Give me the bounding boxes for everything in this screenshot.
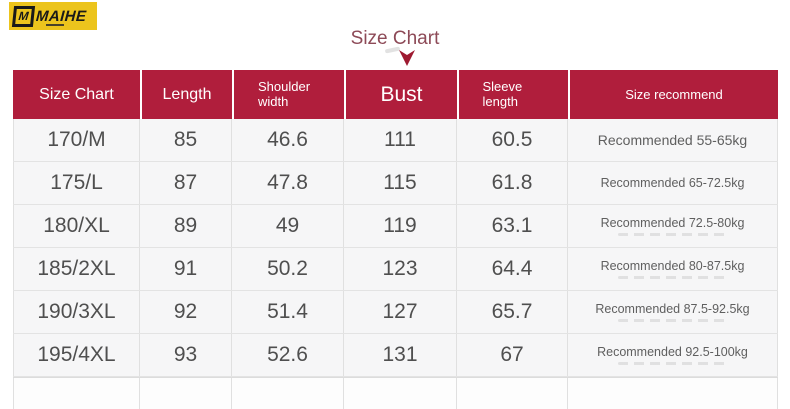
value-cell: 115: [344, 162, 457, 204]
value-cell: 52.6: [232, 334, 344, 376]
value-cell: 111: [344, 119, 457, 161]
header-length: Length: [140, 70, 232, 119]
value-cell: 92: [140, 291, 232, 333]
brand-logo: M MAIHE: [9, 2, 97, 30]
empty-cell: [140, 378, 232, 409]
value-cell: 91: [140, 248, 232, 290]
value-cell: 46.6: [232, 119, 344, 161]
value-cell: 123: [344, 248, 457, 290]
brand-name: MAIHE: [35, 7, 87, 25]
value-cell: 64.4: [457, 248, 568, 290]
table-row: 175/L 87 47.8 115 61.8 Recommended 65-72.5kg: [13, 162, 778, 205]
table-row: 185/2XL 91 50.2 123 64.4 Recommended 80-87.5k…: [13, 248, 778, 291]
table-body: 170/M 85 46.6 111 60.5 Recommended 55-65kg 175…: [13, 119, 778, 377]
value-cell: 67: [457, 334, 568, 376]
size-cell: 185/2XL: [13, 248, 140, 290]
value-cell: 61.8: [457, 162, 568, 204]
empty-cell: [232, 378, 344, 409]
value-cell: 47.8: [232, 162, 344, 204]
value-cell: 131: [344, 334, 457, 376]
recommend-cell: Recommended 87.5-92.5kg: [568, 291, 778, 333]
empty-cell: [457, 378, 568, 409]
blurred-text-artifact: [617, 319, 728, 322]
size-cell: 195/4XL: [13, 334, 140, 376]
table-row: 170/M 85 46.6 111 60.5 Recommended 55-65kg: [13, 119, 778, 162]
empty-cell: [344, 378, 457, 409]
empty-cell: [13, 378, 140, 409]
header-size-chart: Size Chart: [39, 85, 114, 103]
size-cell: 190/3XL: [13, 291, 140, 333]
value-cell: 119: [344, 205, 457, 247]
recommend-cell: Recommended 80-87.5kg: [568, 248, 778, 290]
empty-cell: [568, 378, 778, 409]
table-row: 180/XL 89 49 119 63.1 Recommended 72.5-80kg: [13, 205, 778, 248]
table-empty-partial-row: [13, 377, 778, 409]
size-cell: 180/XL: [13, 205, 140, 247]
value-cell: 51.4: [232, 291, 344, 333]
header-shoulder-width: Shoulder width: [232, 70, 344, 119]
value-cell: 60.5: [457, 119, 568, 161]
value-cell: 65.7: [457, 291, 568, 333]
blurred-text-artifact: [617, 276, 728, 279]
table-header-row: Size Chart Length Shoulder width Bust Sl…: [13, 70, 778, 119]
recommend-cell: Recommended 72.5-80kg: [568, 205, 778, 247]
header-bust: Bust: [344, 70, 457, 119]
value-cell: 50.2: [232, 248, 344, 290]
down-arrow-icon: [399, 50, 415, 71]
size-chart-table: Size Chart Length Shoulder width Bust Sl…: [13, 70, 778, 409]
blurred-text-artifact: [617, 362, 728, 365]
value-cell: 89: [140, 205, 232, 247]
blurred-text-artifact: [617, 233, 728, 236]
brand-tagline-artifact: [46, 24, 64, 26]
value-cell: 127: [344, 291, 457, 333]
table-row: 190/3XL 92 51.4 127 65.7 Recommended 87.5-92.…: [13, 291, 778, 334]
recommend-cell: Recommended 55-65kg: [568, 119, 778, 161]
page-title: Size Chart: [350, 28, 440, 49]
brand-badge-icon: M: [11, 5, 36, 27]
size-cell: 170/M: [13, 119, 140, 161]
value-cell: 85: [140, 119, 232, 161]
header-sleeve-length: Sleeve length: [457, 70, 568, 119]
value-cell: 63.1: [457, 205, 568, 247]
recommend-cell: Recommended 65-72.5kg: [568, 162, 778, 204]
value-cell: 87: [140, 162, 232, 204]
value-cell: 93: [140, 334, 232, 376]
recommend-cell: Recommended 92.5-100kg: [568, 334, 778, 376]
value-cell: 49: [232, 205, 344, 247]
size-cell: 175/L: [13, 162, 140, 204]
header-size-recommend: Size recommend: [568, 70, 778, 119]
table-row: 195/4XL 93 52.6 131 67 Recommended 92.5-100kg: [13, 334, 778, 377]
